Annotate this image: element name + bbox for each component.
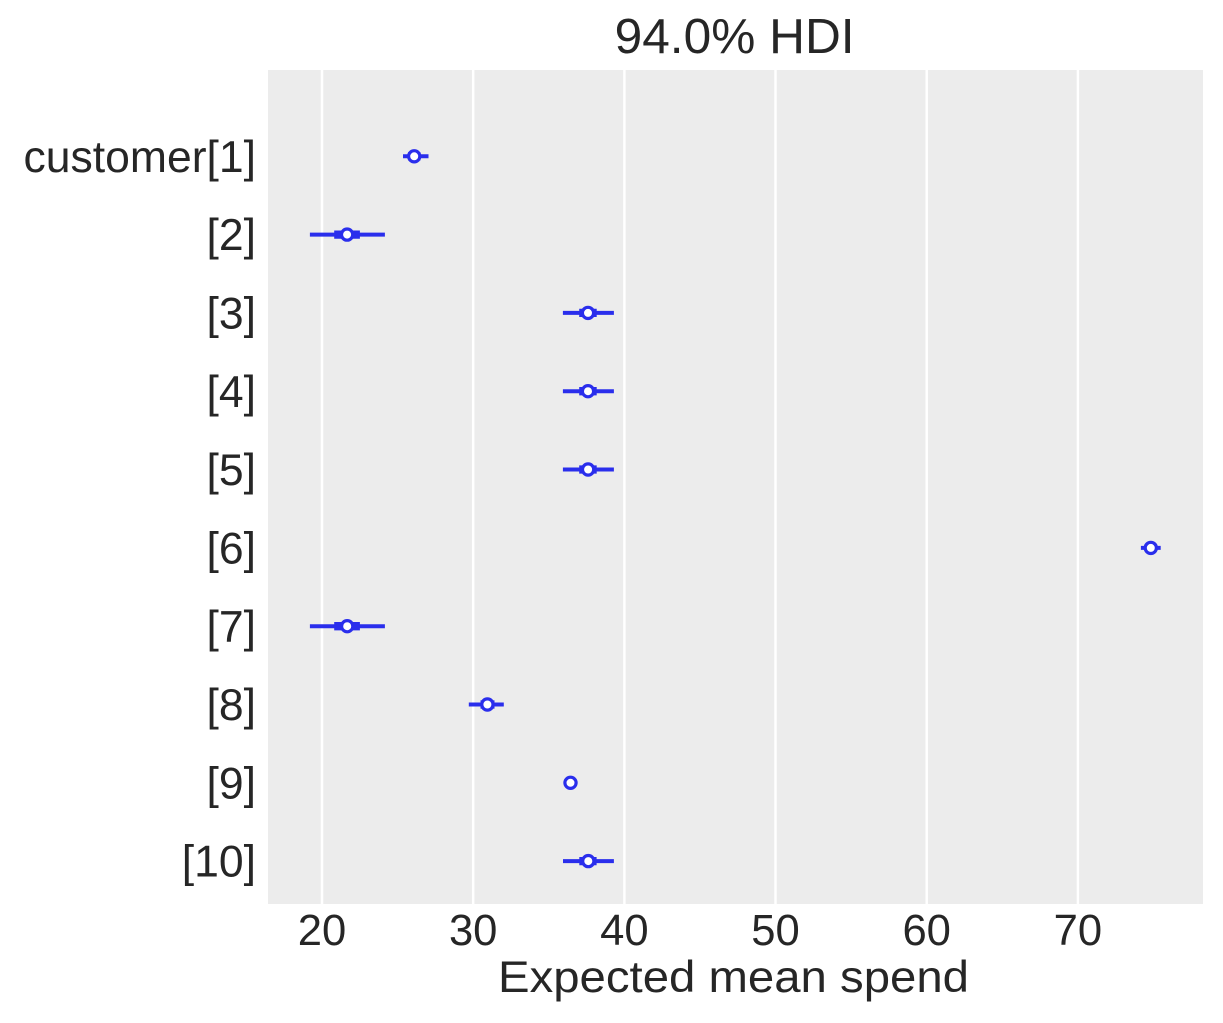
svg-text:[10]: [10] bbox=[182, 838, 256, 887]
svg-text:[4]: [4] bbox=[207, 368, 256, 417]
svg-text:[9]: [9] bbox=[207, 759, 256, 808]
svg-text:[8]: [8] bbox=[207, 681, 256, 730]
svg-text:94.0% HDI: 94.0% HDI bbox=[615, 9, 855, 64]
svg-text:40: 40 bbox=[600, 907, 649, 955]
svg-text:[6]: [6] bbox=[207, 525, 256, 574]
svg-text:[7]: [7] bbox=[207, 603, 256, 652]
svg-text:20: 20 bbox=[298, 907, 347, 955]
svg-text:[5]: [5] bbox=[207, 446, 256, 495]
svg-text:[2]: [2] bbox=[207, 211, 256, 260]
svg-text:60: 60 bbox=[902, 907, 951, 955]
svg-text:Expected mean spend: Expected mean spend bbox=[498, 952, 969, 1002]
svg-text:70: 70 bbox=[1054, 907, 1103, 955]
svg-text:50: 50 bbox=[751, 907, 800, 955]
svg-text:[3]: [3] bbox=[207, 290, 256, 339]
svg-text:30: 30 bbox=[449, 907, 498, 955]
svg-text:customer[1]: customer[1] bbox=[24, 133, 256, 182]
